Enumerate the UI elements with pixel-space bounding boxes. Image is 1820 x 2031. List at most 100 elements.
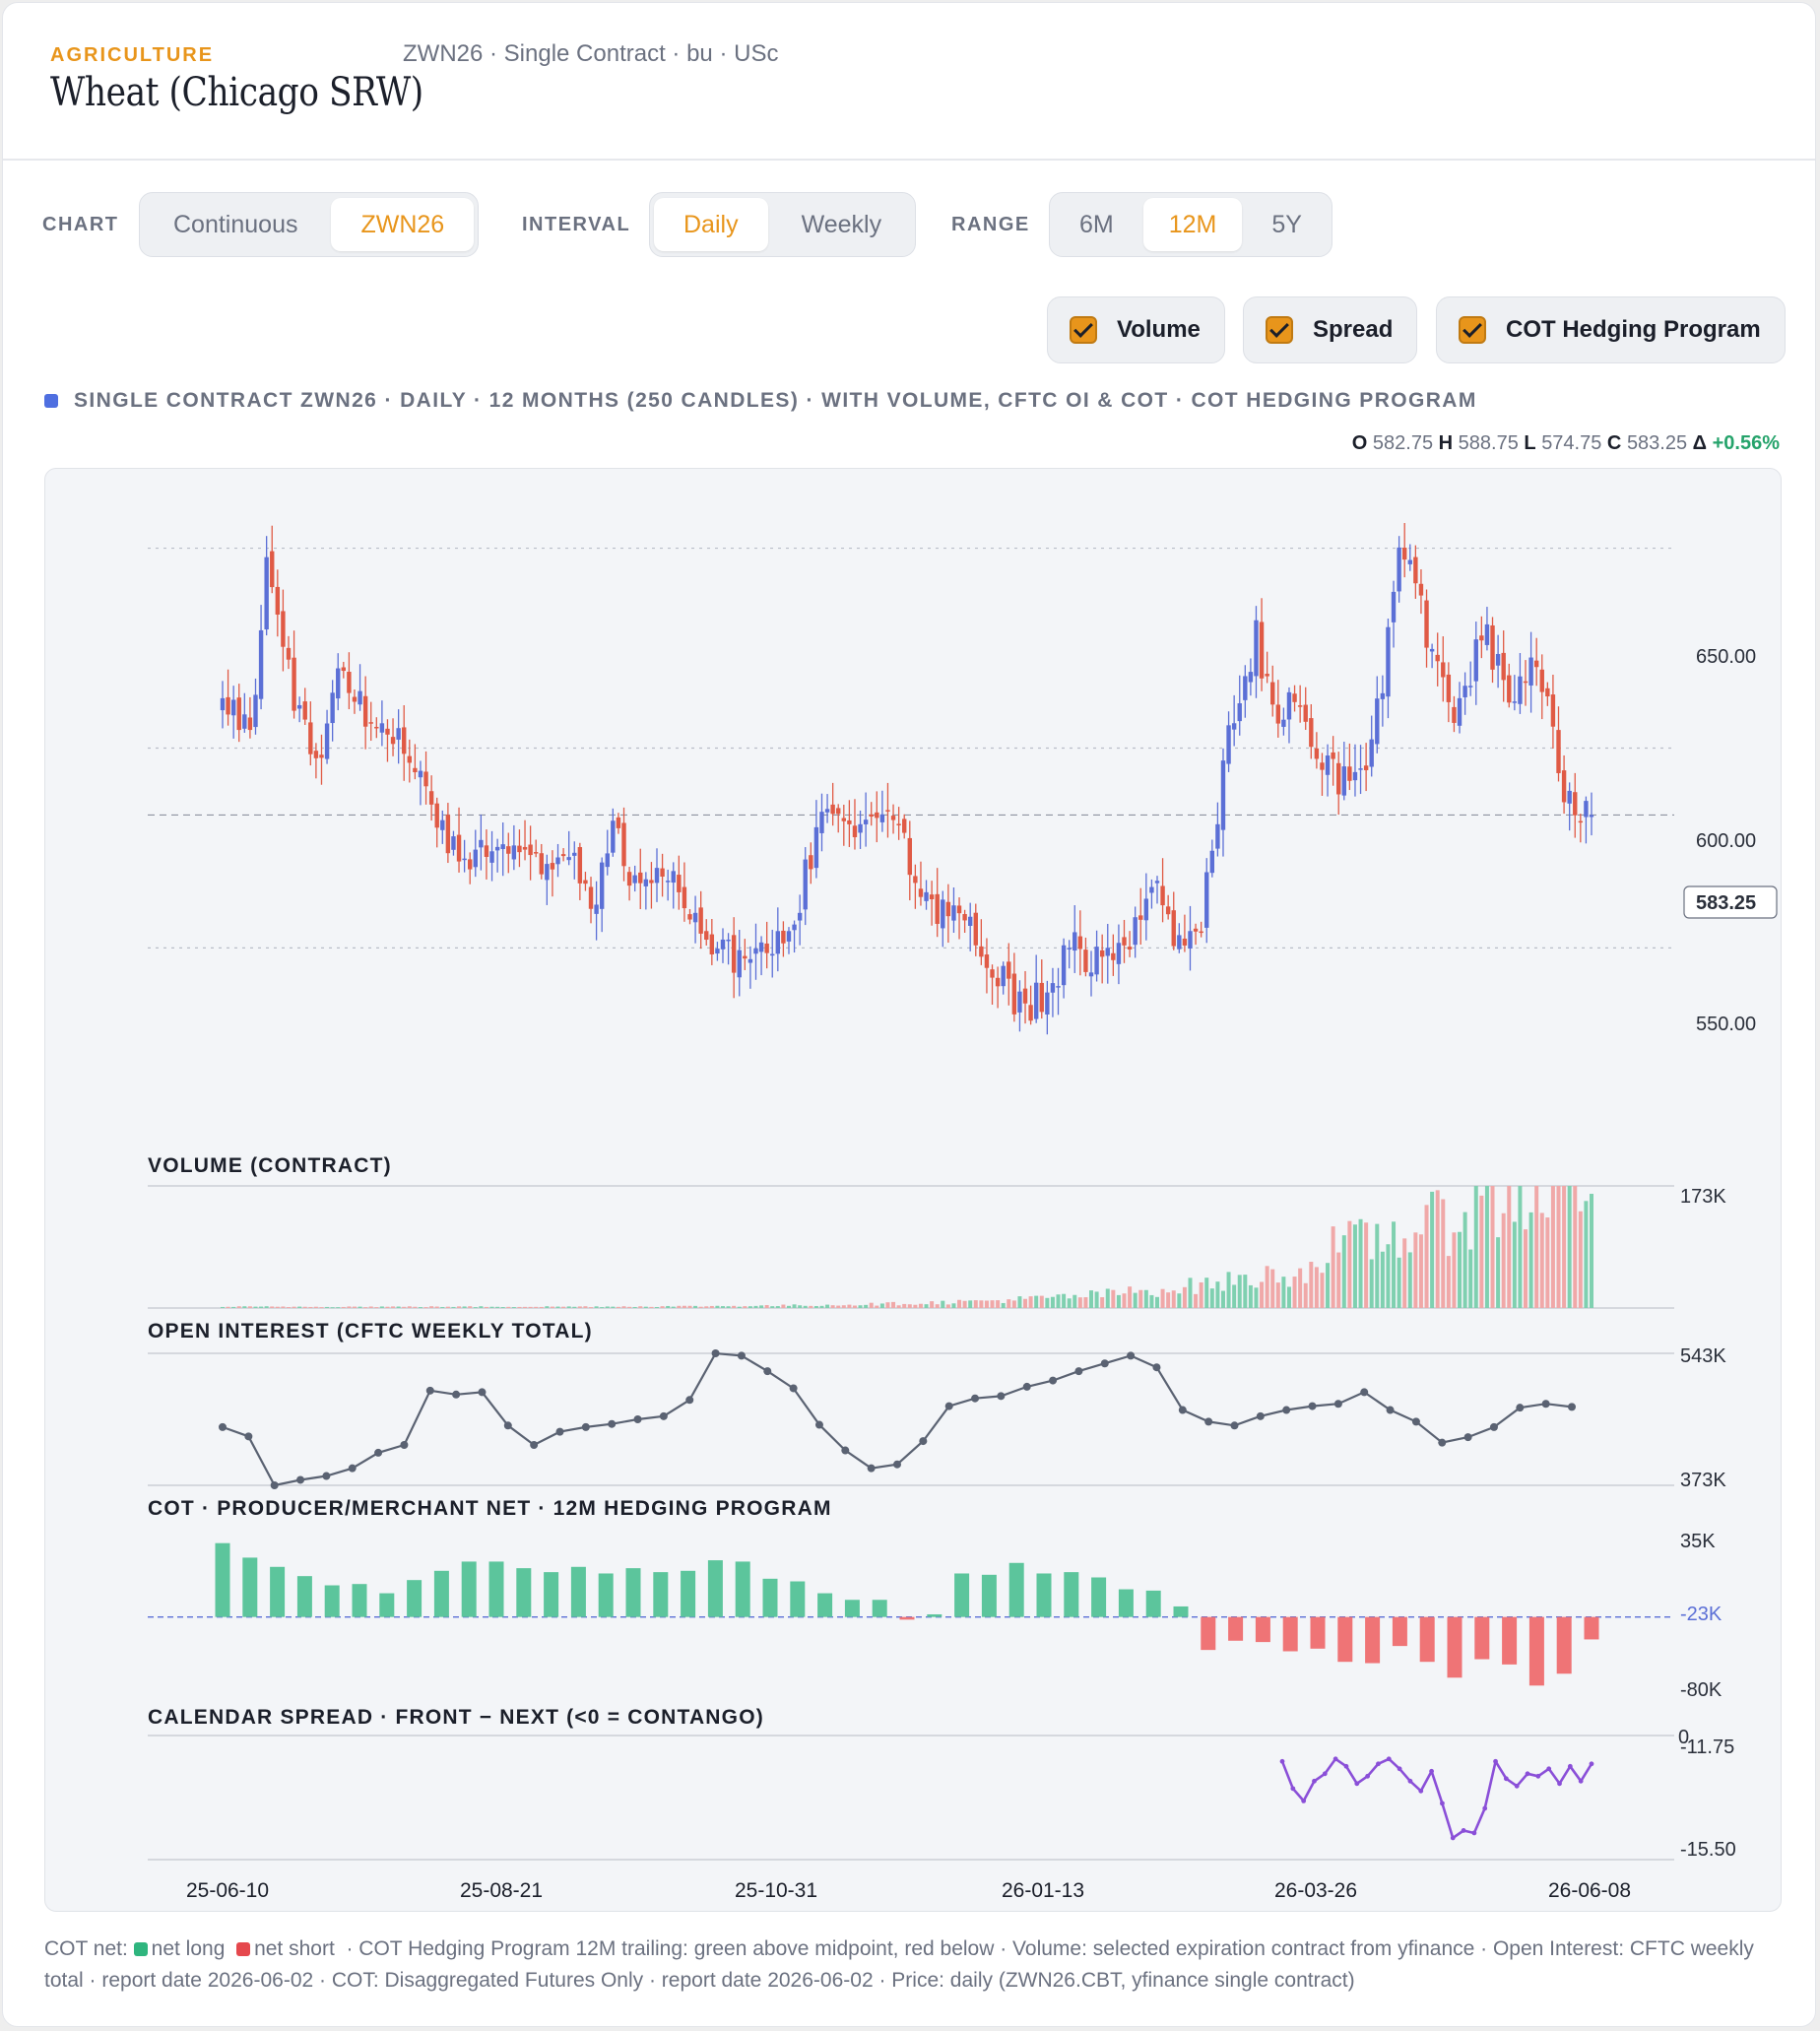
spread-checkbox-icon[interactable] — [1266, 316, 1293, 344]
spread-point — [1407, 1778, 1413, 1784]
candle-body — [1407, 559, 1412, 564]
volume-bar — [1017, 1296, 1022, 1308]
candle-body — [1320, 762, 1325, 770]
volume-bar — [1539, 1212, 1544, 1308]
volume-bar — [1232, 1284, 1237, 1308]
candle-body — [1424, 600, 1429, 648]
candle-body — [1352, 771, 1358, 781]
cot-bar — [516, 1568, 532, 1617]
volume-bar — [737, 1306, 742, 1308]
candle-body — [764, 943, 769, 953]
candle-body — [879, 814, 885, 822]
cot-net-label: COT net: — [44, 1937, 128, 1960]
volume-bar — [1452, 1232, 1457, 1308]
volume-bar — [495, 1306, 500, 1308]
candle-body — [1556, 730, 1561, 773]
candle-body — [715, 949, 720, 954]
chart-svg[interactable]: VOLUME (CONTRACT) OPEN INTEREST (CFTC WE… — [45, 469, 1781, 1911]
candle-body — [555, 857, 560, 865]
candle-body — [1111, 952, 1116, 960]
candle-body — [709, 934, 715, 954]
volume-bar — [951, 1303, 956, 1308]
volume-bar — [813, 1306, 818, 1308]
candle-body — [1347, 766, 1352, 781]
volume-bar — [1446, 1256, 1451, 1308]
volume-bar — [1413, 1232, 1418, 1308]
range-option-12m[interactable]: 12M — [1142, 198, 1243, 251]
spread-point — [1440, 1801, 1445, 1806]
candle-body — [539, 853, 544, 875]
candle-body — [456, 834, 462, 862]
candle-body — [1314, 748, 1320, 759]
volume-bar — [715, 1305, 720, 1308]
candle-body — [385, 728, 390, 735]
price-tick-550: 550.00 — [1696, 1014, 1756, 1035]
volume-bar — [825, 1304, 830, 1308]
candle-body — [1533, 660, 1539, 668]
cot-bar — [1556, 1616, 1572, 1674]
volume-bar — [1550, 1186, 1555, 1308]
interval-option-daily[interactable]: Daily — [654, 198, 768, 251]
range-option-5y[interactable]: 5Y — [1271, 210, 1302, 238]
volume-toggle[interactable]: Volume — [1047, 296, 1225, 363]
volume-bar — [539, 1306, 544, 1308]
candle-body — [1413, 557, 1418, 584]
volume-bar — [1154, 1296, 1159, 1308]
candle-body — [281, 611, 286, 647]
oi-point — [1516, 1404, 1525, 1412]
chart-option-continuous[interactable]: Continuous — [173, 210, 298, 238]
candle-body — [1099, 950, 1105, 957]
candle-body — [494, 846, 500, 851]
volume-bar — [236, 1306, 241, 1308]
oi-max-label: 543K — [1680, 1345, 1726, 1367]
candle-body — [445, 815, 451, 854]
volume-bar — [786, 1305, 791, 1308]
spread-point — [1332, 1756, 1338, 1762]
net-short-swatch-icon — [236, 1942, 251, 1956]
candle-body — [423, 771, 428, 787]
candle-body — [1220, 760, 1226, 830]
volume-bar — [517, 1306, 522, 1308]
volume-bar — [627, 1306, 632, 1308]
spread-point — [1322, 1771, 1328, 1777]
candle-body — [797, 912, 803, 921]
volume-bar — [638, 1306, 643, 1308]
candle-body — [599, 862, 605, 909]
volume-bar — [468, 1306, 473, 1308]
spread-point — [1418, 1788, 1424, 1794]
cot-bar — [625, 1568, 641, 1617]
volume-bar — [319, 1307, 324, 1309]
candle-body — [775, 931, 781, 954]
cot-checkbox-icon[interactable] — [1459, 316, 1486, 344]
candle-body — [632, 875, 637, 884]
candle-body — [1309, 718, 1314, 748]
candle-body — [1336, 762, 1341, 795]
interval-option-weekly[interactable]: Weekly — [801, 210, 882, 238]
candle-body — [945, 901, 951, 917]
candle-body — [858, 823, 863, 833]
chart-option-zwn26[interactable]: ZWN26 — [331, 198, 475, 251]
volume-bar — [1352, 1224, 1357, 1308]
volume-bar — [462, 1306, 467, 1308]
volume-bar — [1034, 1295, 1039, 1308]
x-tick-label: 26-03-26 — [1274, 1879, 1357, 1902]
volume-checkbox-icon[interactable] — [1070, 316, 1097, 344]
spread-point — [1429, 1768, 1434, 1774]
spread-toggle[interactable]: Spread — [1243, 296, 1418, 363]
candle-body — [313, 751, 319, 758]
volume-bar — [1243, 1275, 1248, 1308]
candle-body — [1402, 548, 1407, 560]
candle-body — [1452, 706, 1457, 723]
volume-bar — [753, 1305, 758, 1308]
last-price-tag — [1683, 885, 1778, 919]
range-control-label: RANGE — [951, 214, 1030, 235]
volume-bar — [1292, 1277, 1297, 1308]
volume-bar — [484, 1306, 488, 1308]
candle-body — [594, 904, 599, 914]
candle-body — [941, 899, 945, 929]
range-option-6m[interactable]: 6M — [1079, 210, 1114, 238]
volume-bar — [1435, 1190, 1440, 1308]
chart-area[interactable]: VOLUME (CONTRACT) OPEN INTEREST (CFTC WE… — [44, 468, 1782, 1912]
cot-bar — [379, 1593, 395, 1617]
cot-toggle[interactable]: COT Hedging Program — [1436, 296, 1786, 363]
